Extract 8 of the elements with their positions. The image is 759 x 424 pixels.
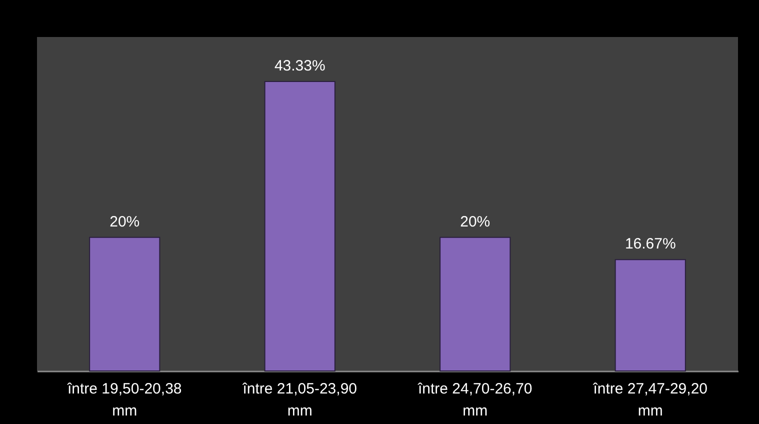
x-tick-label: între 21,05-23,90 mm <box>242 380 358 420</box>
data-label: 20% <box>460 213 490 230</box>
data-label: 16.67% <box>624 236 676 253</box>
x-tick-label: între 19,50-20,38 mm <box>66 380 182 420</box>
x-tick-label: între 27,47-29,20 mm <box>592 380 708 420</box>
data-label: 43.33% <box>274 58 326 75</box>
x-tick-label: între 24,70-26,70 mm <box>416 380 532 420</box>
data-label: 20% <box>110 213 140 230</box>
